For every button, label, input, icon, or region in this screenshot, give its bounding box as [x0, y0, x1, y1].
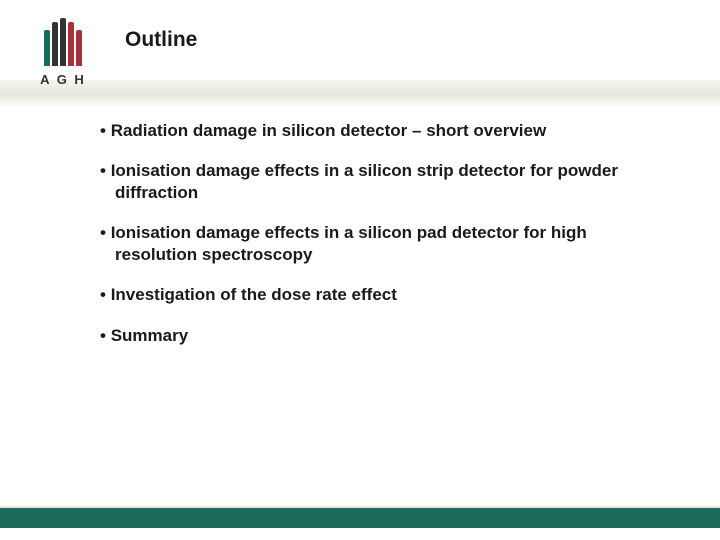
- logo-bar: [52, 22, 58, 66]
- logo-bar: [44, 30, 50, 66]
- slide-title: Outline: [125, 28, 197, 52]
- logo-bar: [76, 30, 82, 66]
- bullet-item: Summary: [95, 325, 660, 347]
- footer-bar: [0, 506, 720, 528]
- header-band: [0, 80, 720, 108]
- bullet-item: Radiation damage in silicon detector – s…: [95, 120, 660, 142]
- logo: A G H: [28, 18, 98, 87]
- logo-bar: [60, 18, 66, 66]
- logo-text: A G H: [28, 72, 98, 87]
- bullet-item: Ionisation damage effects in a silicon s…: [95, 160, 660, 204]
- bullet-item: Investigation of the dose rate effect: [95, 284, 660, 306]
- logo-bars: [28, 18, 98, 66]
- content: Radiation damage in silicon detector – s…: [95, 120, 660, 365]
- bullet-item: Ionisation damage effects in a silicon p…: [95, 222, 660, 266]
- logo-bar: [68, 22, 74, 66]
